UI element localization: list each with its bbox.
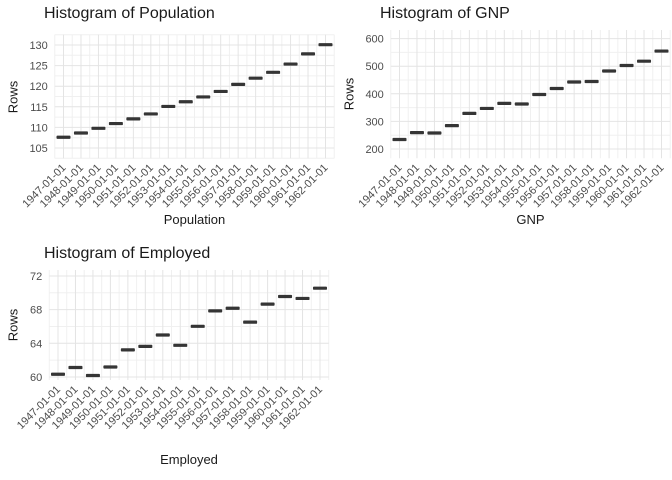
data-point-dash (514, 102, 529, 106)
data-point-dash (266, 70, 281, 74)
data-point-dash (549, 86, 564, 91)
y-tick-label: 64 (30, 338, 42, 350)
data-point-dash (103, 365, 118, 369)
data-point-dash (196, 95, 211, 99)
y-tick-label: 200 (365, 144, 383, 156)
data-point-dash (143, 112, 158, 116)
data-point-dash (444, 124, 459, 128)
data-point-dash (312, 286, 327, 290)
data-point-dash (173, 343, 188, 347)
y-axis-title: Rows (5, 80, 21, 113)
chart-title: Histogram of Population (44, 5, 215, 22)
chart-title: Histogram of Employed (44, 245, 211, 262)
data-point-dash (283, 62, 298, 66)
data-point-dash (91, 126, 106, 130)
chart-population-panel: 1051101151201251301947-01-011948-01-0119… (20, 34, 335, 210)
data-point-dash (51, 372, 65, 376)
y-tick-label: 110 (30, 122, 48, 134)
data-point-dash (225, 306, 240, 310)
data-point-dash (178, 100, 193, 104)
data-point-dash (231, 82, 246, 86)
y-tick-label: 60 (30, 372, 42, 384)
data-point-dash (85, 373, 100, 378)
data-point-dash (161, 104, 176, 109)
y-tick-label: 125 (29, 61, 47, 73)
y-tick-label: 120 (29, 81, 47, 93)
data-point-dash (213, 89, 228, 94)
data-point-dash (301, 52, 316, 56)
chart-employed-panel: 606468721947-01-011948-01-011949-01-0119… (15, 270, 330, 432)
y-tick-label: 300 (365, 116, 383, 128)
y-tick-label: 105 (29, 143, 47, 155)
y-tick-label: 115 (30, 102, 48, 114)
data-point-dash (462, 111, 477, 116)
data-point-dash (278, 294, 293, 299)
data-point-dash (532, 92, 547, 97)
data-point-dash (619, 63, 634, 68)
y-tick-label: 500 (365, 61, 383, 73)
chart-population: 105 110 115 120 125 130 1947-01-01 1948-01-01 19… (0, 0, 336, 240)
data-point-dash (68, 365, 83, 370)
y-tick-label: 400 (365, 89, 383, 101)
data-point-dash (120, 348, 135, 352)
chart-gnp: 200 300 400 500 600 1947-01-01 1948-01-01 1949-… (336, 0, 672, 240)
data-point-dash (654, 49, 669, 53)
data-point-dash (190, 324, 205, 328)
data-point-dash (318, 43, 333, 47)
data-point-dash (108, 121, 123, 126)
data-point-dash (155, 333, 170, 337)
y-tick-label: 600 (365, 34, 383, 46)
data-point-dash (295, 296, 310, 301)
data-point-dash (208, 309, 223, 313)
data-point-dash (427, 131, 442, 135)
data-point-dash (126, 117, 141, 121)
data-point-dash (409, 130, 424, 135)
data-point-dash (637, 59, 652, 63)
data-point-dash (602, 69, 617, 73)
y-axis-title: Rows (341, 77, 357, 111)
y-tick-label: 130 (29, 40, 47, 52)
x-axis-title: Population (163, 212, 226, 227)
data-point-dash (479, 106, 494, 111)
x-axis-title: Employed (160, 452, 218, 467)
data-point-dash (56, 135, 71, 139)
x-axis-title: GNP (516, 212, 545, 227)
chart-title: Histogram of GNP (380, 5, 510, 22)
chart-gnp-panel: 2003004005006001947-01-011948-01-011949-… (356, 30, 671, 210)
data-point-dash (243, 320, 258, 324)
data-point-dash (248, 76, 263, 80)
data-point-dash (392, 137, 407, 142)
data-point-dash (138, 344, 153, 348)
data-point-dash (567, 80, 582, 84)
chart-employed: 60 64 68 72 1947-01-01 1948-01-01 1949-01-01 19… (0, 240, 336, 480)
y-tick-label: 72 (30, 271, 42, 283)
data-point-dash (584, 79, 599, 84)
data-point-dash (260, 302, 275, 306)
y-tick-label: 68 (30, 305, 42, 317)
data-point-dash (73, 131, 88, 135)
data-point-dash (497, 101, 512, 105)
y-axis-title: Rows (5, 308, 21, 342)
